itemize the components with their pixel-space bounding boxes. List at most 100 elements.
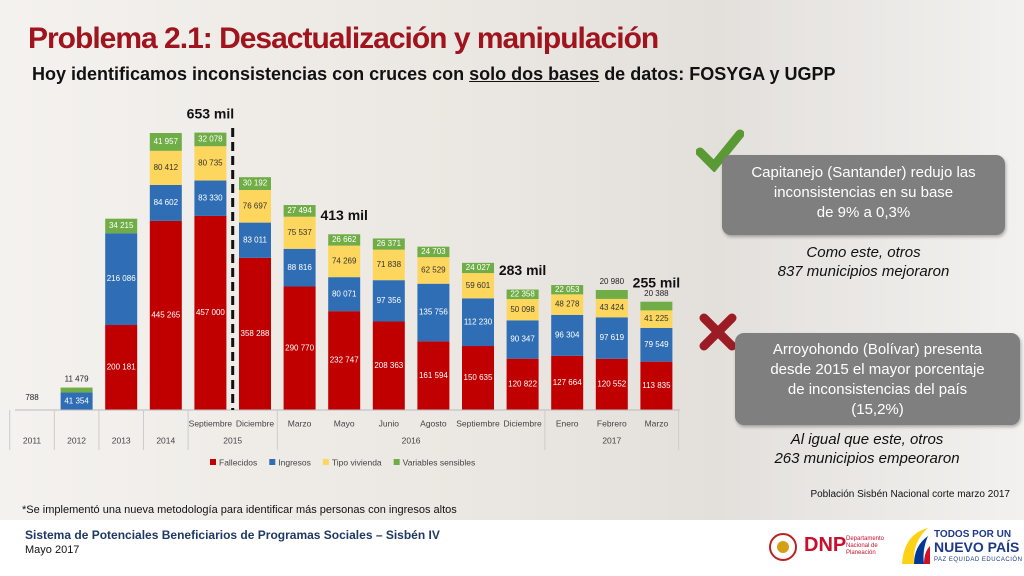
x-tick-label: Septiembre	[189, 418, 233, 428]
subtitle-part: Hoy identificamos inconsistencias con cr…	[32, 64, 470, 84]
bar-segment	[194, 146, 227, 181]
bar-segment	[417, 246, 450, 258]
bar-segment	[239, 257, 271, 410]
bar-segment	[551, 314, 584, 356]
bar-segment	[239, 190, 271, 223]
data-label: 96 304	[555, 330, 580, 339]
bar-segment	[328, 245, 361, 278]
bar-segment	[595, 298, 628, 318]
bar-segment	[506, 358, 539, 410]
data-label: 80 071	[332, 289, 357, 298]
data-label: 127 664	[553, 378, 582, 387]
data-label: 200 181	[107, 363, 136, 372]
legend-swatch	[393, 459, 400, 465]
year-label: 2014	[156, 435, 175, 445]
bar-segment	[417, 341, 450, 410]
x-icon	[699, 313, 737, 351]
data-label: 30 192	[243, 179, 268, 188]
bar-segment	[462, 298, 494, 347]
data-label: 22 358	[510, 289, 535, 298]
note-line: 837 municipios mejoraron	[777, 263, 950, 280]
legend-label: Tipo vivienda	[332, 457, 382, 467]
data-label: 290 770	[285, 343, 314, 352]
bar-segment	[283, 248, 316, 287]
bar-segment	[149, 184, 182, 221]
data-label: 24 027	[466, 263, 491, 272]
data-label: 80 735	[198, 158, 223, 167]
x-tick-label: Marzo	[645, 418, 669, 428]
data-label: 80 412	[154, 163, 179, 172]
box-line: inconsistencias en su base	[773, 184, 954, 201]
footer-date: Mayo 2017	[25, 544, 80, 556]
dnp-sub-line: Departamento	[846, 536, 885, 542]
data-label: 59 601	[466, 281, 491, 290]
dnp-sub-line: Nacional de	[846, 543, 878, 549]
data-label: 84 602	[154, 198, 179, 207]
data-label: 43 424	[600, 303, 625, 312]
flag-swoosh	[902, 528, 930, 564]
chart: 41 354 11 479 200 181 216 086 34 215 445 265 8…	[9, 105, 680, 467]
title: Problema 2.1: Desactualización y manipul…	[28, 22, 659, 55]
bar-segment	[239, 222, 271, 258]
bar-segment	[551, 355, 584, 410]
data-label: 112 230	[464, 317, 493, 326]
data-label: 26 662	[332, 235, 357, 244]
note-line: Como este, otros	[806, 244, 921, 261]
box-line: Capitanejo (Santander) redujo las	[751, 164, 976, 181]
data-label: 457 000	[196, 308, 225, 317]
data-label: 24 703	[421, 247, 446, 256]
bar-segment	[551, 285, 584, 295]
legend-label: Ingresos	[278, 457, 311, 467]
x-tick-label: Diciembre	[236, 418, 275, 428]
bar-segment	[283, 286, 316, 410]
bar-segment	[595, 358, 628, 410]
data-label: 11 479	[65, 375, 89, 384]
data-label: 88 816	[287, 263, 312, 272]
data-label: 20 980	[600, 277, 625, 286]
box-line: desde 2015 el mayor porcentaje	[770, 361, 985, 378]
subtitle-part: de datos: FOSYGA y UGPP	[599, 64, 836, 84]
bar-segment	[372, 321, 405, 410]
info-box: Arroyohondo (Bolívar) presenta desde 201…	[735, 333, 1020, 425]
box-line: (15,2%)	[851, 401, 904, 418]
bar-segment	[105, 218, 138, 234]
data-label: 445 265	[151, 311, 180, 320]
gov-line: TODOS POR UN	[934, 529, 1012, 540]
bar-segment	[328, 277, 361, 312]
gov-logo: TODOS POR UN NUEVO PAÍS	[934, 529, 1019, 555]
note-line: Al igual que este, otros	[790, 431, 944, 448]
note: Al igual que este, otros 263 municipios …	[722, 430, 1012, 468]
x-tick-label: Mayo	[334, 418, 355, 428]
subtitle: Hoy identificamos inconsistencias con cr…	[32, 64, 836, 85]
bar-segment	[328, 311, 361, 410]
bar-segment	[551, 294, 584, 315]
data-label: 113 835	[642, 381, 671, 390]
data-label: 79 549	[644, 340, 669, 349]
data-label: 50 098	[510, 305, 535, 314]
emblem	[769, 533, 797, 561]
box-line: Arroyohondo (Bolívar) presenta	[772, 341, 983, 358]
annotation: 283 mil	[499, 262, 546, 278]
year-label: 2013	[112, 435, 131, 445]
year-label: 2012	[67, 435, 86, 445]
bar-segment	[149, 133, 182, 151]
annotation: 255 mil	[633, 274, 680, 290]
year-label: 2015	[223, 435, 242, 445]
annotation: 653 mil	[187, 105, 234, 121]
x-tick-label: Septiembre	[456, 418, 500, 428]
data-label: 120 552	[597, 380, 626, 389]
legend-label: Variables sensibles	[403, 457, 476, 467]
bar-segment	[506, 289, 539, 300]
bar-segment	[194, 180, 227, 216]
data-label: 34 215	[109, 221, 134, 230]
legend-swatch	[269, 459, 276, 465]
info-box: Capitanejo (Santander) redujo las incons…	[722, 155, 1005, 235]
data-label: 76 697	[243, 201, 268, 210]
data-label: 788	[25, 393, 39, 402]
data-label: 26 371	[377, 239, 402, 248]
data-label: 41 354	[64, 396, 89, 405]
bar-segment	[283, 216, 316, 249]
x-tick-label: Diciembre	[503, 418, 542, 428]
data-label: 208 363	[374, 361, 403, 370]
data-label: 216 086	[107, 274, 136, 283]
